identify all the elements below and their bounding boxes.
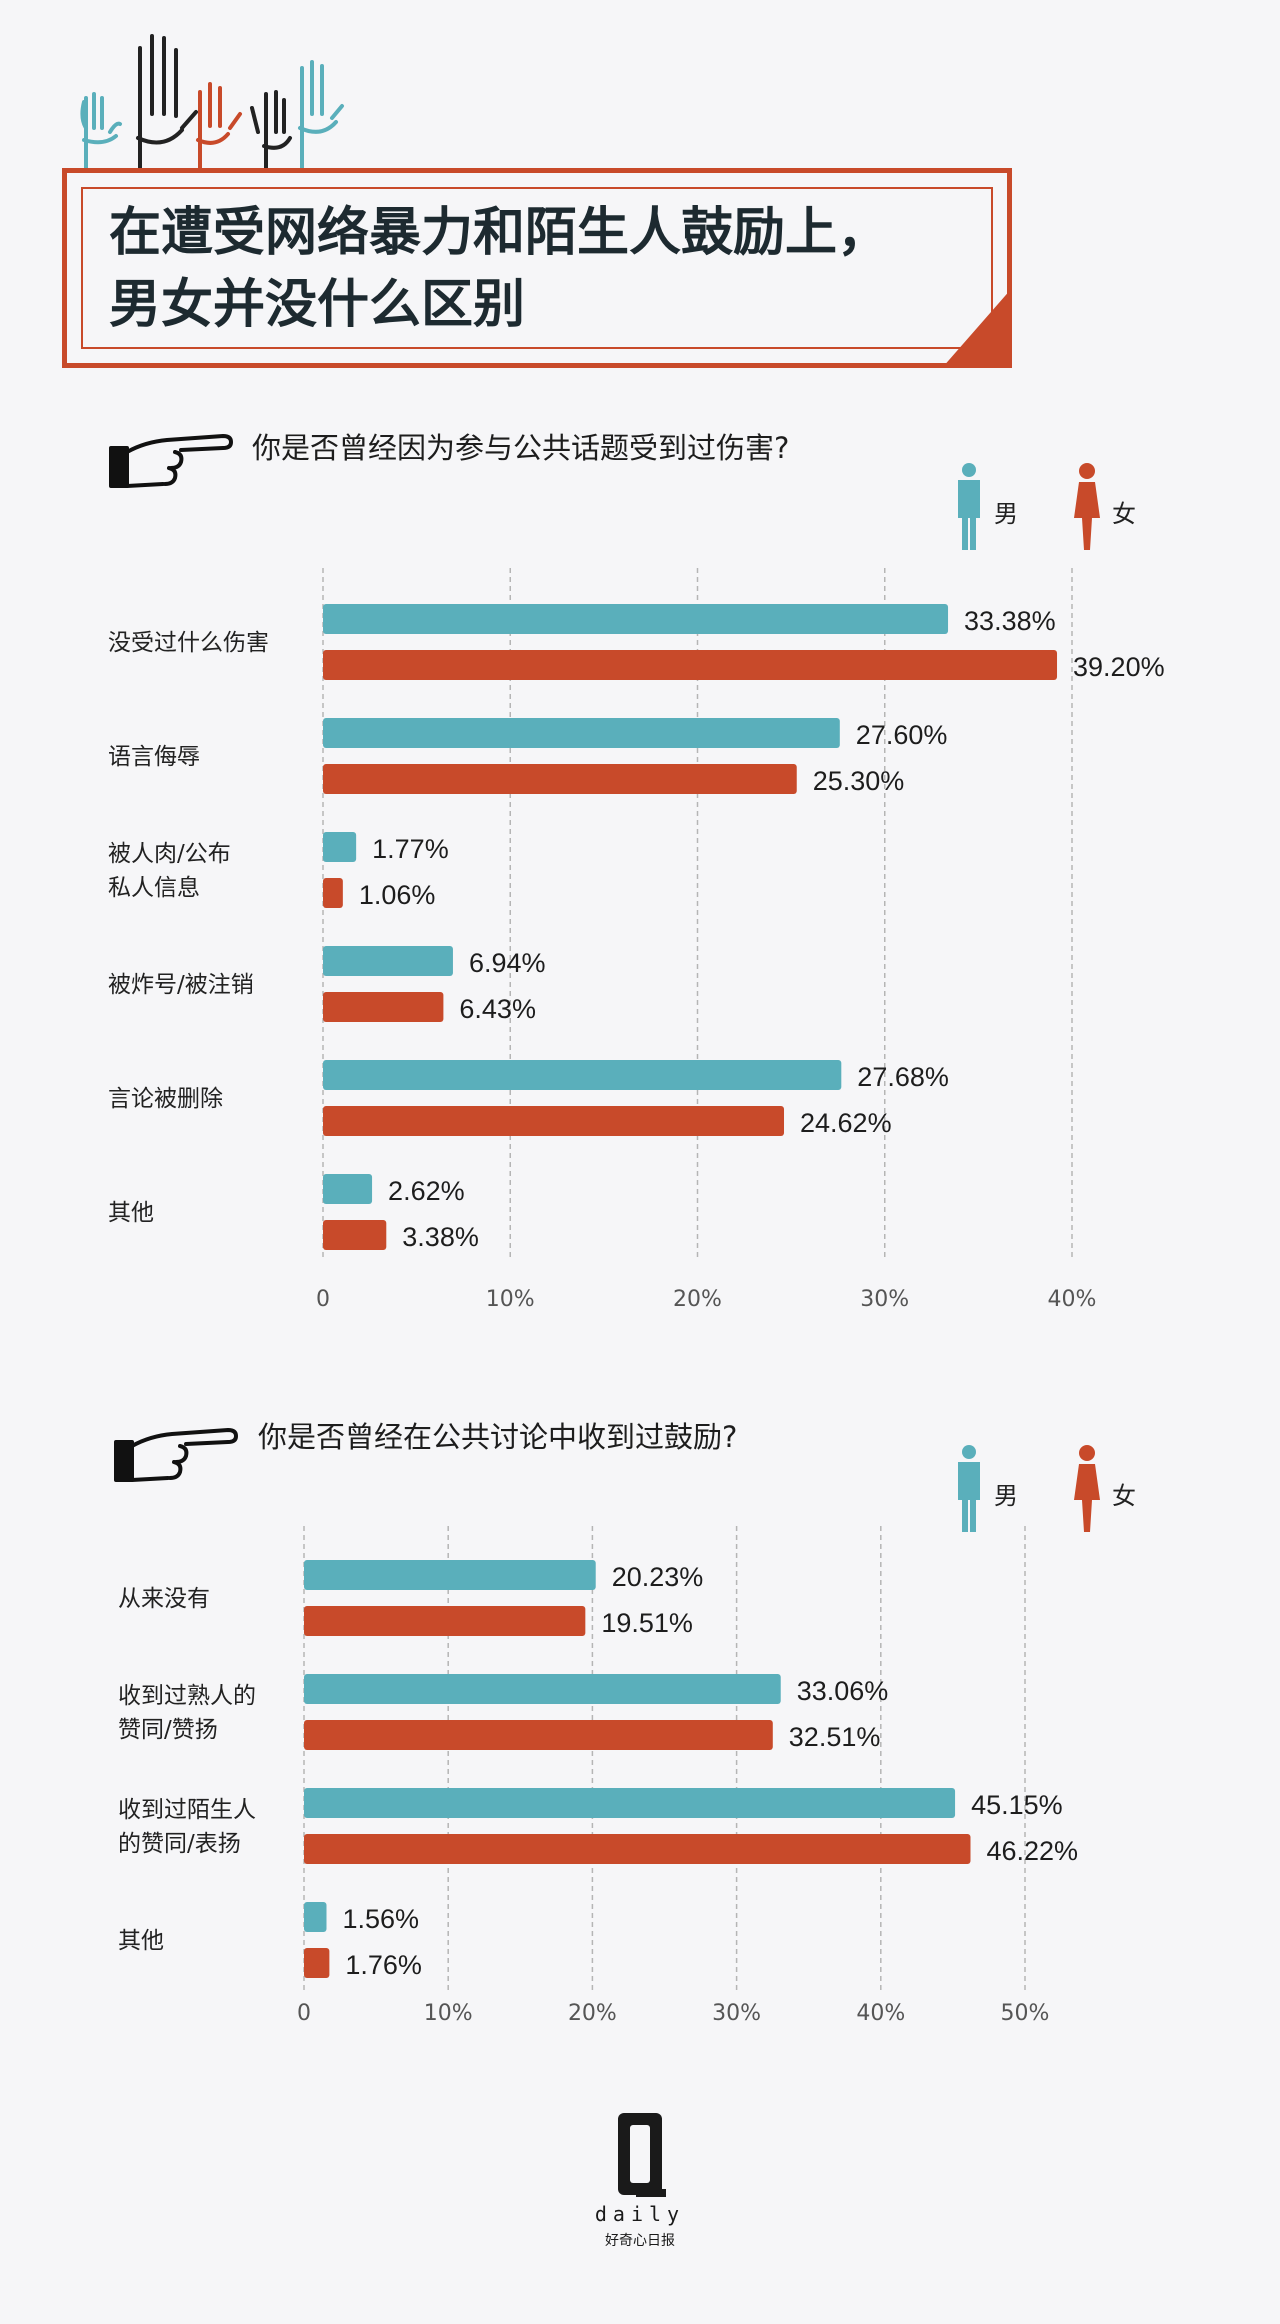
category-label: 其他 [118,1928,164,1954]
data-label: 33.38% [964,606,1056,636]
x-tick-label: 10% [424,2001,473,2026]
bar-male [304,1788,956,1818]
bar-female [323,1106,785,1136]
pointing-hand-icon [114,1428,238,1482]
category-label: 言论被删除 [108,1086,223,1112]
legend-male-label: 男 [994,500,1018,528]
title-line-1: 在遭受网络暴力和陌生人鼓励上， [109,203,890,263]
data-label: 3.38% [402,1222,479,1252]
data-label: 1.06% [359,880,436,910]
x-tick-label: 30% [712,2001,761,2026]
bar-male [323,718,840,748]
category-label: 收到过陌生人 [118,1797,256,1823]
legend-female-label: 女 [1112,500,1136,528]
logo-word: daily [595,2202,685,2226]
raised-hands-illustration [80,34,344,174]
x-tick-label: 50% [1001,2001,1050,2026]
bar-female [304,1720,773,1750]
x-tick-label: 0 [316,1287,330,1312]
data-label: 25.30% [813,766,905,796]
data-label: 32.51% [789,1722,881,1752]
data-label: 19.51% [601,1608,693,1638]
page-title: 在遭受网络暴力和陌生人鼓励上， 男女并没什么区别 [109,197,889,341]
data-label: 39.20% [1073,652,1165,682]
title-banner: 在遭受网络暴力和陌生人鼓励上， 男女并没什么区别 [62,168,1012,368]
chart-2-question: 你是否曾经在公共讨论中收到过鼓励? [258,1420,738,1454]
category-label: 没受过什么伤害 [108,630,269,656]
female-figure-icon [1074,463,1100,550]
male-figure-icon [958,1445,980,1532]
category-label: 的赞同/表扬 [118,1831,241,1857]
category-label: 被人肉/公布 [108,841,231,867]
category-label: 其他 [108,1200,154,1226]
bar-male [323,604,949,634]
data-label: 1.56% [342,1904,419,1934]
data-label: 24.62% [800,1108,892,1138]
data-label: 27.68% [857,1062,949,1092]
bar-female [304,1948,330,1978]
x-tick-label: 40% [856,2001,905,2026]
data-label: 6.94% [469,948,546,978]
data-label: 45.15% [971,1790,1063,1820]
bar-female [304,1834,971,1864]
bar-male [304,1674,781,1704]
female-figure-icon [1074,1445,1100,1532]
data-label: 20.23% [612,1562,704,1592]
pointing-hand-icon [109,434,233,488]
x-tick-label: 10% [486,1287,535,1312]
bar-male [323,1060,842,1090]
legend-female-label: 女 [1112,1482,1136,1510]
bar-male [304,1560,596,1590]
title-inner-border [81,187,993,349]
bar-female [323,878,343,908]
category-label: 收到过熟人的 [118,1683,256,1709]
data-label: 1.77% [372,834,449,864]
category-label: 从来没有 [118,1586,210,1612]
x-tick-label: 20% [568,2001,617,2026]
bar-female [323,1220,387,1250]
data-label: 27.60% [856,720,948,750]
x-tick-label: 40% [1048,1287,1097,1312]
bar-female [323,764,797,794]
data-label: 2.62% [388,1176,465,1206]
bar-female [304,1606,586,1636]
x-tick-label: 0 [297,2001,311,2026]
data-label: 6.43% [459,994,536,1024]
legend-male-label: 男 [994,1482,1018,1510]
bar-male [323,832,357,862]
data-label: 33.06% [797,1676,889,1706]
data-label: 46.22% [986,1836,1078,1866]
x-tick-label: 30% [860,1287,909,1312]
bar-female [323,650,1058,680]
bar-male [304,1902,327,1932]
category-label: 私人信息 [108,875,200,901]
x-tick-label: 20% [673,1287,722,1312]
data-label: 1.76% [345,1950,422,1980]
bar-male [323,946,453,976]
category-label: 被炸号/被注销 [108,972,254,998]
male-figure-icon [958,463,980,550]
category-label: 赞同/赞扬 [118,1717,218,1743]
title-line-2: 男女并没什么区别 [109,275,526,335]
qdaily-logo: daily 好奇心日报 [595,2113,685,2249]
chart-1-question: 你是否曾经因为参与公共话题受到过伤害? [252,431,790,465]
title-corner-triangle [942,288,1012,368]
logo-tagline: 好奇心日报 [605,2232,675,2249]
category-label: 语言侮辱 [108,744,200,770]
bar-female [323,992,444,1022]
bar-male [323,1174,373,1204]
